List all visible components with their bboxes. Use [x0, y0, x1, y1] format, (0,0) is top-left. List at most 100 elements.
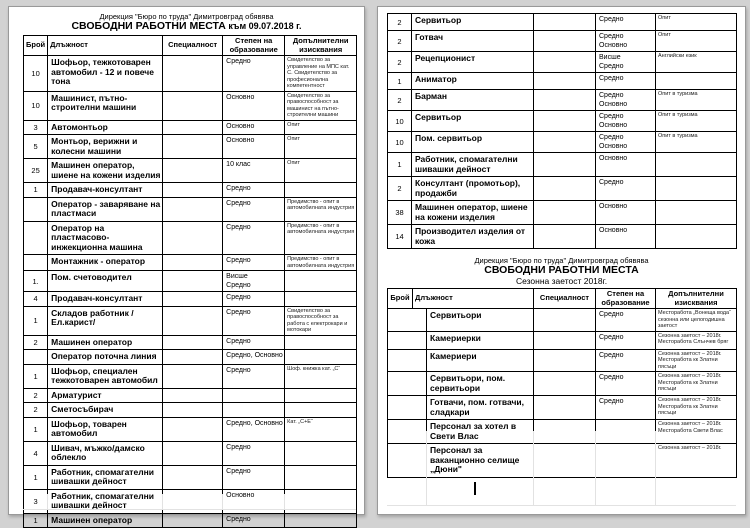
seasonal-vacancies-table: Брой Длъжност Специалност Степен на обра… [387, 288, 737, 478]
specialty-cell [162, 363, 224, 389]
table-row: 1 Продавач-консултант Средно [22, 182, 358, 198]
specialty-cell [533, 72, 596, 90]
document-page-1[interactable]: Дирекция "Бюро по труда" Димитровград об… [8, 6, 365, 528]
table-row: 2 Барман Средно Основно Опит в туризма [387, 89, 737, 111]
count-cell: 5 [22, 134, 49, 159]
table-row: 3 Автомонтьор Основно Опит [22, 119, 358, 135]
column-header-position: Длъжност [47, 35, 164, 56]
position-cell: Машинен оператор [47, 334, 164, 350]
specialty-cell [533, 224, 596, 249]
education-cell: Основно [595, 224, 656, 249]
count-cell: 1 [22, 363, 49, 389]
table-row: 1. Пом. счетоводител Висше Средно [22, 270, 358, 292]
specialty-cell [162, 220, 224, 255]
requirements-cell: Предимство - опит в автомобилната индуст… [284, 220, 358, 255]
column-header-education: Степен на образование [595, 288, 656, 309]
requirements-cell [284, 334, 358, 350]
table-row: 38 Машинен оператор, шиене на кожени изде… [387, 200, 737, 225]
requirements-cell: Опит [655, 30, 737, 52]
specialty-cell [162, 334, 224, 350]
specialty-cell [533, 110, 596, 132]
position-cell: Шофьор, тежкотоварен автомобил - 12 и по… [47, 55, 164, 92]
education-cell: Основно [222, 134, 286, 159]
requirements-cell [284, 387, 358, 403]
count-cell: 3 [22, 119, 49, 135]
requirements-cell: Сезонна заетост – 2018г. Месторабота кк … [655, 395, 737, 420]
position-cell: Консултант (промотьор), продажби [411, 176, 534, 201]
position-cell: Шофьор, товарен автомобил [47, 416, 164, 442]
position-cell: Сервитьор [411, 110, 534, 132]
count-cell: 2 [22, 387, 49, 403]
specialty-cell [533, 395, 596, 420]
specialty-cell [162, 134, 224, 159]
specialty-cell [162, 196, 224, 222]
count-cell: 4 [22, 291, 49, 307]
education-cell: Средно [222, 254, 286, 271]
column-header-education: Степен на образование [222, 35, 286, 56]
seasonal-title: Дирекция "Бюро по труда" Димитровград об… [378, 256, 745, 286]
education-cell: Основно [595, 200, 656, 225]
count-cell: 10 [387, 131, 412, 153]
specialty-cell [533, 308, 596, 332]
position-cell: Камериерки [426, 330, 534, 350]
specialty-cell [533, 13, 596, 31]
requirements-cell: Свидетелство за правоспособност за работ… [284, 305, 358, 336]
specialty-cell [162, 416, 224, 442]
education-cell: Основно [222, 90, 286, 121]
position-cell: Машинен оператор, шиене на кожени издели… [47, 158, 164, 183]
specialty-cell [162, 402, 224, 418]
count-cell [387, 308, 427, 332]
position-cell: Сервитьор [411, 13, 534, 31]
requirements-cell: Опит [284, 158, 358, 183]
education-cell: Средно, Основно [222, 416, 286, 442]
seasonal-title-agency-line: Дирекция "Бюро по труда" Димитровград об… [474, 256, 649, 265]
document-page-2[interactable]: 2 Сервитьор Средно Опит 2 Готвач Средно Основн… [377, 6, 746, 515]
specialty-cell [162, 90, 224, 121]
count-cell [22, 220, 49, 255]
requirements-cell [284, 464, 358, 490]
count-cell: 1 [387, 152, 412, 177]
count-cell: 1 [387, 72, 412, 90]
table-row: 1 Работник, спомагателни шивашки дейност О… [387, 152, 737, 177]
title-main-line: СВОБОДНИ РАБОТНИ МЕСТА към 09.07.2018 г. [71, 20, 302, 32]
specialty-cell [162, 440, 224, 466]
table-row: 2 Сервитьор Средно Опит [387, 13, 737, 31]
position-cell: Сметосъбирач [47, 402, 164, 418]
education-cell [222, 387, 286, 403]
count-cell: 38 [387, 200, 412, 225]
position-cell: Работник, спомагателни шивашки дейност [411, 152, 534, 177]
education-cell: Висше Средно [595, 51, 656, 73]
position-cell: Продавач-консултант [47, 291, 164, 307]
position-cell: Работник, спомагателни шивашки дейност [47, 464, 164, 490]
table-row: 2 Готвач Средно Основно Опит [387, 30, 737, 52]
requirements-cell: Английски език [655, 51, 737, 73]
column-header-position: Длъжност [412, 288, 534, 309]
education-cell: Средно Основно [595, 89, 656, 111]
position-cell: Шофьор, специален тежкотоварен автомобил [47, 363, 164, 389]
seasonal-title-subtitle: Сезонна заетост 2018г. [515, 276, 608, 286]
requirements-cell: Опит в туризма [655, 89, 737, 111]
position-cell: Оператор - заваряване на пластмаси [47, 196, 164, 222]
table-row: 1 Складов работник /Ел.карист/Средно Свиде… [22, 305, 358, 336]
count-cell [387, 443, 427, 478]
position-cell: Машинист, пътно-строителни машини [47, 90, 164, 121]
count-cell: 10 [22, 90, 49, 121]
requirements-cell: Сезонна заетост – 2018г. Месторабота кк … [655, 371, 737, 396]
specialty-cell [533, 176, 596, 201]
position-cell: Сервитьори [426, 308, 534, 332]
count-cell: 2 [387, 51, 412, 73]
count-cell: 1 [22, 464, 49, 490]
table-row: 1 Шофьор, специален тежкотоварен автомоби… [22, 363, 358, 389]
specialty-cell [533, 443, 596, 478]
education-cell: Средно Основно [595, 30, 656, 52]
count-cell: 1 [22, 512, 49, 528]
table-row: Персонал за хотел в Свети Влас Сезонна за… [387, 419, 737, 444]
table-row: Персонал за ваканционно селище „Дюни" Сез… [387, 443, 737, 478]
requirements-cell [284, 402, 358, 418]
count-cell: 2 [387, 89, 412, 111]
vacancies-table-page1: Брой Длъжност Специалност Степен на обра… [22, 35, 358, 528]
page1-title: Дирекция "Бюро по труда" Димитровград об… [9, 12, 364, 32]
count-cell: 2 [22, 402, 49, 418]
position-cell: Продавач-консултант [47, 182, 164, 198]
requirements-cell: Кат. „С+Е“ [284, 416, 358, 442]
